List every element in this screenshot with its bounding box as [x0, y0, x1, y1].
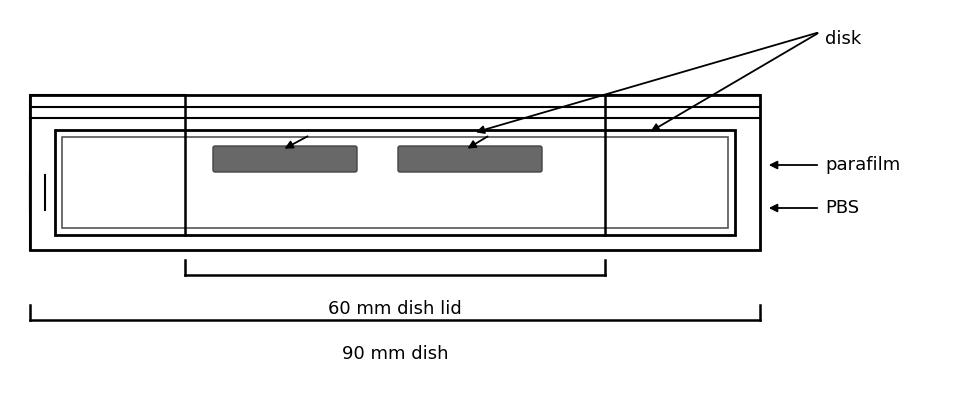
Bar	[30, 95, 185, 250]
FancyBboxPatch shape	[398, 146, 542, 172]
Bar	[62, 137, 728, 228]
Bar	[30, 95, 760, 250]
Text: disk: disk	[825, 30, 862, 48]
FancyBboxPatch shape	[213, 146, 357, 172]
Text: 60 mm dish lid: 60 mm dish lid	[328, 300, 462, 318]
Text: parafilm: parafilm	[825, 156, 900, 174]
Bar	[605, 95, 760, 250]
Text: PBS: PBS	[825, 199, 859, 217]
Bar	[605, 190, 760, 220]
Text: 90 mm dish: 90 mm dish	[342, 345, 448, 363]
Bar	[30, 190, 185, 220]
Bar	[55, 130, 735, 235]
